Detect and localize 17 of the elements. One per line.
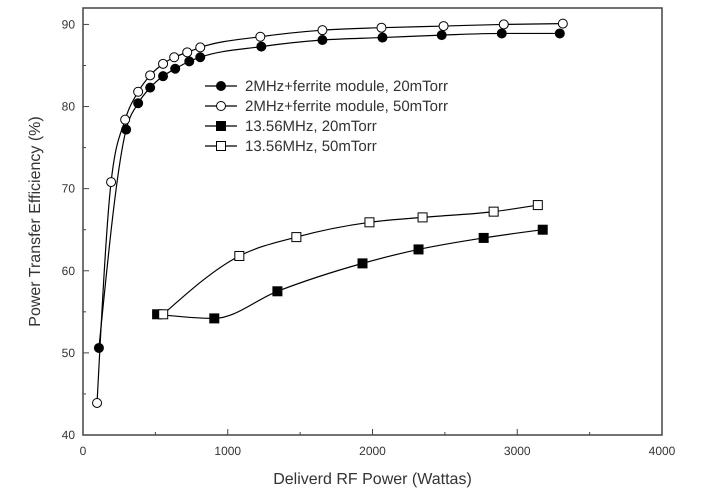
- x-tick-label: 4000: [648, 444, 676, 458]
- y-tick-label: 60: [62, 264, 76, 278]
- y-tick-label: 90: [62, 17, 76, 32]
- y-tick-label: 80: [62, 100, 76, 114]
- legend-label: 13.56MHz, 20mTorr: [245, 118, 377, 135]
- legend-label: 13.56MHz, 50mTorr: [245, 138, 377, 155]
- legend-label: 2MHz+ferrite module, 50mTorr: [245, 98, 448, 115]
- y-axis-title: Power Transfer Efficiency (%): [27, 116, 44, 327]
- x-tick-label: 2000: [359, 444, 386, 458]
- y-tick-label: 40: [62, 428, 76, 442]
- x-axis-title: Deliverd RF Power (Wattas): [273, 471, 472, 488]
- x-tick-label: 1000: [214, 444, 242, 458]
- x-tick-label: 0: [80, 444, 87, 458]
- y-tick-label: 70: [62, 182, 76, 196]
- legend-label: 2MHz+ferrite module, 20mTorr: [245, 78, 448, 95]
- x-tick-label: 3000: [504, 444, 531, 458]
- y-tick-label: 50: [62, 346, 76, 360]
